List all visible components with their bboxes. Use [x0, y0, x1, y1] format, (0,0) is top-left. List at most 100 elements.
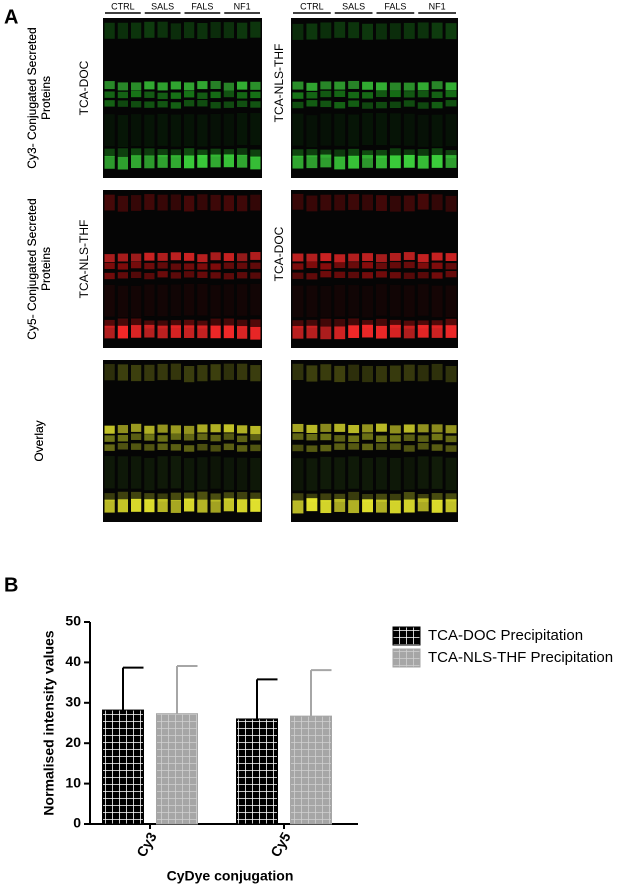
row-label: Proteins — [39, 247, 53, 291]
gel-band — [389, 148, 401, 157]
gel-band — [170, 433, 181, 440]
gel-band — [184, 82, 195, 91]
gel-band — [389, 500, 401, 514]
gel-band — [417, 114, 429, 147]
gel-band — [250, 156, 261, 170]
x-tick-label: Cy3 — [133, 829, 160, 859]
gel-band — [210, 445, 221, 452]
gel-band — [223, 443, 234, 451]
gel-band — [348, 491, 360, 500]
gel-band — [376, 23, 387, 40]
gel-band — [348, 262, 360, 269]
panel-label: A — [4, 6, 18, 28]
gel-band — [292, 423, 304, 433]
gel-band — [320, 433, 332, 441]
gel-band — [210, 285, 221, 317]
gel-band — [223, 253, 234, 261]
gel-band — [210, 493, 221, 502]
gel-band — [104, 435, 115, 442]
gel-band — [237, 262, 248, 269]
gel-band — [223, 101, 234, 108]
gel-band — [445, 318, 457, 327]
gel-band — [104, 364, 115, 381]
gel-band — [250, 433, 261, 441]
gel-band — [445, 493, 457, 502]
gel-band — [117, 148, 128, 157]
gel-band — [197, 443, 208, 451]
gel-band — [445, 457, 457, 491]
gel-band — [320, 81, 332, 90]
gel-band — [417, 498, 429, 512]
gel-band — [117, 253, 128, 262]
gel-band — [389, 319, 401, 328]
gel-band — [417, 284, 429, 316]
gel-band — [376, 325, 387, 339]
gel-band — [292, 363, 304, 381]
gel-band — [389, 23, 401, 40]
bar — [102, 709, 144, 825]
gel-band — [306, 100, 318, 107]
gel-band — [170, 23, 181, 40]
gel-band — [170, 149, 181, 158]
gel-band — [362, 272, 373, 279]
gel-band — [320, 364, 332, 381]
gel-band — [403, 434, 415, 442]
gel-band — [223, 195, 234, 212]
gel-band — [131, 22, 142, 39]
gel-band — [334, 102, 346, 109]
gel-image — [291, 18, 458, 178]
y-axis-label: Normalised intensity values — [41, 630, 57, 815]
gel-band — [334, 365, 346, 383]
gel-band — [403, 325, 415, 339]
gel-band — [237, 100, 248, 108]
gel-band — [237, 319, 248, 328]
row-label: Cy5- Conjugated Secreted — [25, 198, 39, 339]
gel-band — [237, 499, 248, 513]
gel-band — [306, 155, 318, 169]
gel-band — [184, 492, 195, 501]
gel-band — [237, 195, 248, 212]
gel-band — [104, 499, 115, 513]
gel-band — [306, 498, 318, 512]
gel-band — [184, 283, 195, 316]
gel-band — [237, 154, 248, 168]
gel-band — [362, 23, 373, 40]
gel-band — [237, 363, 248, 380]
gel-band — [184, 148, 195, 157]
gel-band — [320, 285, 332, 318]
gel-band — [237, 112, 248, 145]
gel-band — [445, 425, 457, 434]
gel-band — [348, 318, 360, 327]
gel-band — [431, 22, 443, 39]
gel-band — [250, 91, 261, 99]
gel-band — [292, 81, 304, 90]
gel-band — [131, 443, 142, 450]
gel-band — [250, 444, 261, 452]
gel-band — [417, 82, 429, 91]
gel-band — [210, 434, 221, 442]
gel-band — [144, 364, 155, 381]
gel-band — [250, 319, 261, 328]
gel-band — [403, 100, 415, 107]
gel-band — [197, 194, 208, 211]
gel-band — [223, 424, 234, 433]
gel-band — [184, 155, 195, 169]
gel-band — [362, 92, 373, 99]
gel-band — [334, 435, 346, 442]
gel-label: TCA-NLS-THF — [272, 44, 286, 123]
gel-band — [144, 81, 155, 90]
gel-band — [250, 81, 261, 90]
gel-band — [306, 253, 318, 262]
gel-band — [237, 22, 248, 39]
gel-band — [144, 434, 155, 441]
gel-band — [210, 194, 221, 211]
gel-band — [117, 82, 128, 91]
gel-band — [104, 81, 115, 90]
gel-band — [184, 498, 195, 512]
gel-band — [320, 22, 332, 39]
y-tick-label: 20 — [65, 734, 81, 750]
gel-band — [389, 443, 401, 450]
gel-band — [144, 457, 155, 491]
gel-band — [445, 253, 457, 262]
gel-band — [306, 195, 318, 212]
